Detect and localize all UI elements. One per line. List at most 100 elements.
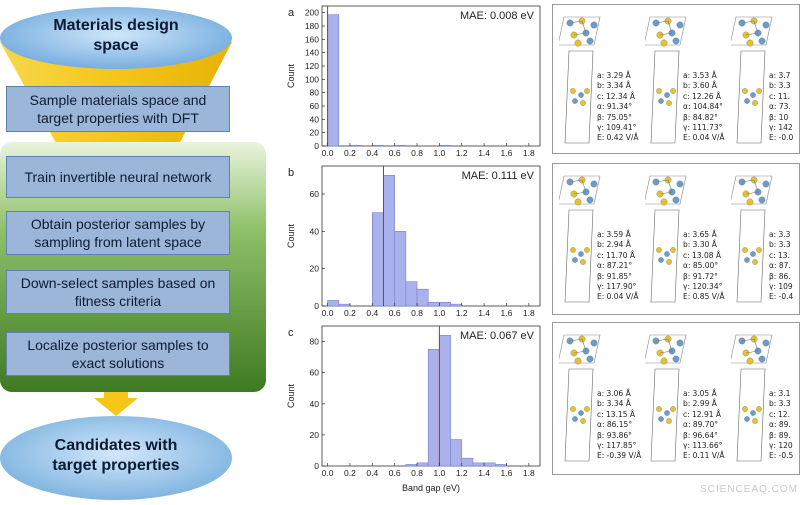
top-view	[559, 16, 601, 47]
param-E: E: -0.4	[769, 292, 794, 302]
param-E: E: -0.0	[769, 133, 794, 143]
s-atom	[666, 100, 672, 106]
mo-atom	[744, 98, 750, 104]
param-b: b: 3.60 Å	[683, 81, 717, 91]
mo-atom	[578, 251, 584, 257]
histogram-b: 0.0 0.2 0.4 0.6 0.8 1.0 1.2 1.4 1.6 1.8 0 20 40 60 Cou…	[282, 160, 542, 320]
x-axis-label: Band gap (eV)	[402, 483, 460, 493]
param-b: b: 3.34 Å	[597, 399, 631, 409]
param-b: b: 3.30 Å	[683, 240, 717, 250]
panel-label: c	[288, 327, 294, 339]
mo-atom	[676, 339, 684, 347]
mo-atom	[578, 92, 584, 98]
mo-atom	[658, 416, 664, 422]
crystal-structure	[559, 334, 601, 462]
s-atom	[584, 88, 590, 94]
s-atom	[752, 418, 758, 424]
plot-frame	[321, 165, 541, 307]
bond	[667, 20, 673, 34]
unit-cell-top	[731, 175, 773, 205]
param-gamma: γ: 109	[769, 282, 793, 292]
bond	[741, 338, 755, 342]
param-a: a: 3.65 Å	[683, 230, 717, 239]
histogram-bar	[327, 14, 340, 147]
param-alpha: α: 73.	[769, 102, 791, 112]
bond	[753, 20, 759, 34]
histogram-b-svg: 0.0 0.2 0.4 0.6 0.8 1.0 1.2 1.4 1.6 1.8 0 20 40 60 Cou…	[286, 165, 541, 318]
mo-atom	[676, 21, 684, 29]
param-gamma: γ: 117.85°	[597, 441, 637, 451]
param-b: b: 3.3	[769, 240, 791, 250]
s-atom	[670, 247, 676, 253]
x-tick-label: 1.4	[478, 308, 490, 318]
unit-cell-side	[650, 209, 680, 303]
top-view	[731, 175, 773, 206]
bond	[667, 338, 673, 352]
mo-atom	[750, 410, 756, 416]
unit-cell-side	[650, 368, 680, 462]
s-atom	[670, 88, 676, 94]
unit-cell-top	[731, 334, 773, 364]
mo-atom	[750, 92, 756, 98]
mo-atom	[750, 251, 756, 257]
histogram-bar	[349, 145, 362, 147]
watermark: SCIENCEAQ.COM	[700, 484, 799, 495]
mo-atom	[566, 337, 574, 345]
crystal-structure	[645, 175, 687, 303]
y-axis-label: Count	[286, 224, 296, 249]
mo-atom	[572, 416, 578, 422]
mo-atom	[758, 355, 766, 363]
histogram-bar	[494, 464, 507, 467]
x-tick-label: 0.8	[411, 468, 423, 478]
y-tick-label: 140	[305, 48, 319, 58]
mo-atom	[572, 98, 578, 104]
param-beta: β: 75.05°	[597, 112, 632, 122]
top-view	[645, 175, 687, 206]
param-a: a: 3.7	[769, 71, 791, 80]
x-tick-label: 1.6	[501, 148, 513, 158]
histogram-bar	[427, 301, 440, 307]
mo-atom	[586, 196, 594, 204]
top-ellipse	[0, 7, 232, 69]
s-atom	[574, 198, 582, 206]
mo-atom	[744, 257, 750, 263]
y-tick-label: 180	[305, 21, 319, 31]
y-tick-label: 100	[305, 74, 319, 84]
histogram-a: 0.0 0.2 0.4 0.6 0.8 1.0 1.2 1.4 1.6 1.8 0 20 40 60 80 1…	[282, 0, 542, 160]
param-gamma: γ: 120	[769, 441, 793, 451]
mo-atom	[664, 251, 670, 257]
x-tick-label: 1.0	[433, 308, 445, 318]
param-c: c: 11.70 Å	[597, 250, 636, 260]
param-b: b: 3.3	[769, 399, 791, 409]
param-E: E: 0.04 V/Å	[683, 133, 725, 143]
x-tick-label: 1.2	[456, 308, 468, 318]
param-beta: β: 96.64°	[683, 430, 718, 440]
unit-cell-top	[559, 16, 601, 46]
x-tick-label: 1.6	[501, 468, 513, 478]
param-c: c: 11.	[769, 91, 790, 101]
unit-cell-side	[564, 50, 594, 144]
param-c: c: 12.91 Å	[683, 409, 722, 419]
param-gamma: γ: 109.41°	[597, 123, 637, 133]
x-tick-label: 1.4	[478, 468, 490, 478]
unit-cell-side	[736, 368, 766, 462]
unit-cell-top	[645, 175, 687, 205]
bond	[573, 350, 587, 354]
param-alpha: α: 89.70°	[683, 420, 719, 430]
crystal-structure	[731, 334, 773, 462]
param-alpha: α: 87.21°	[597, 261, 633, 271]
histogram-bar	[450, 439, 463, 467]
param-beta: β: 89.	[769, 430, 791, 440]
s-atom	[660, 39, 668, 47]
s-atom	[752, 100, 758, 106]
mo-atom	[590, 339, 598, 347]
unit-cell-top	[559, 175, 601, 205]
bond	[745, 32, 759, 36]
param-alpha: α: 91.34°	[597, 102, 633, 112]
param-b: b: 3.34 Å	[597, 81, 631, 91]
mo-atom	[586, 355, 594, 363]
param-gamma: γ: 120.34°	[683, 282, 723, 292]
